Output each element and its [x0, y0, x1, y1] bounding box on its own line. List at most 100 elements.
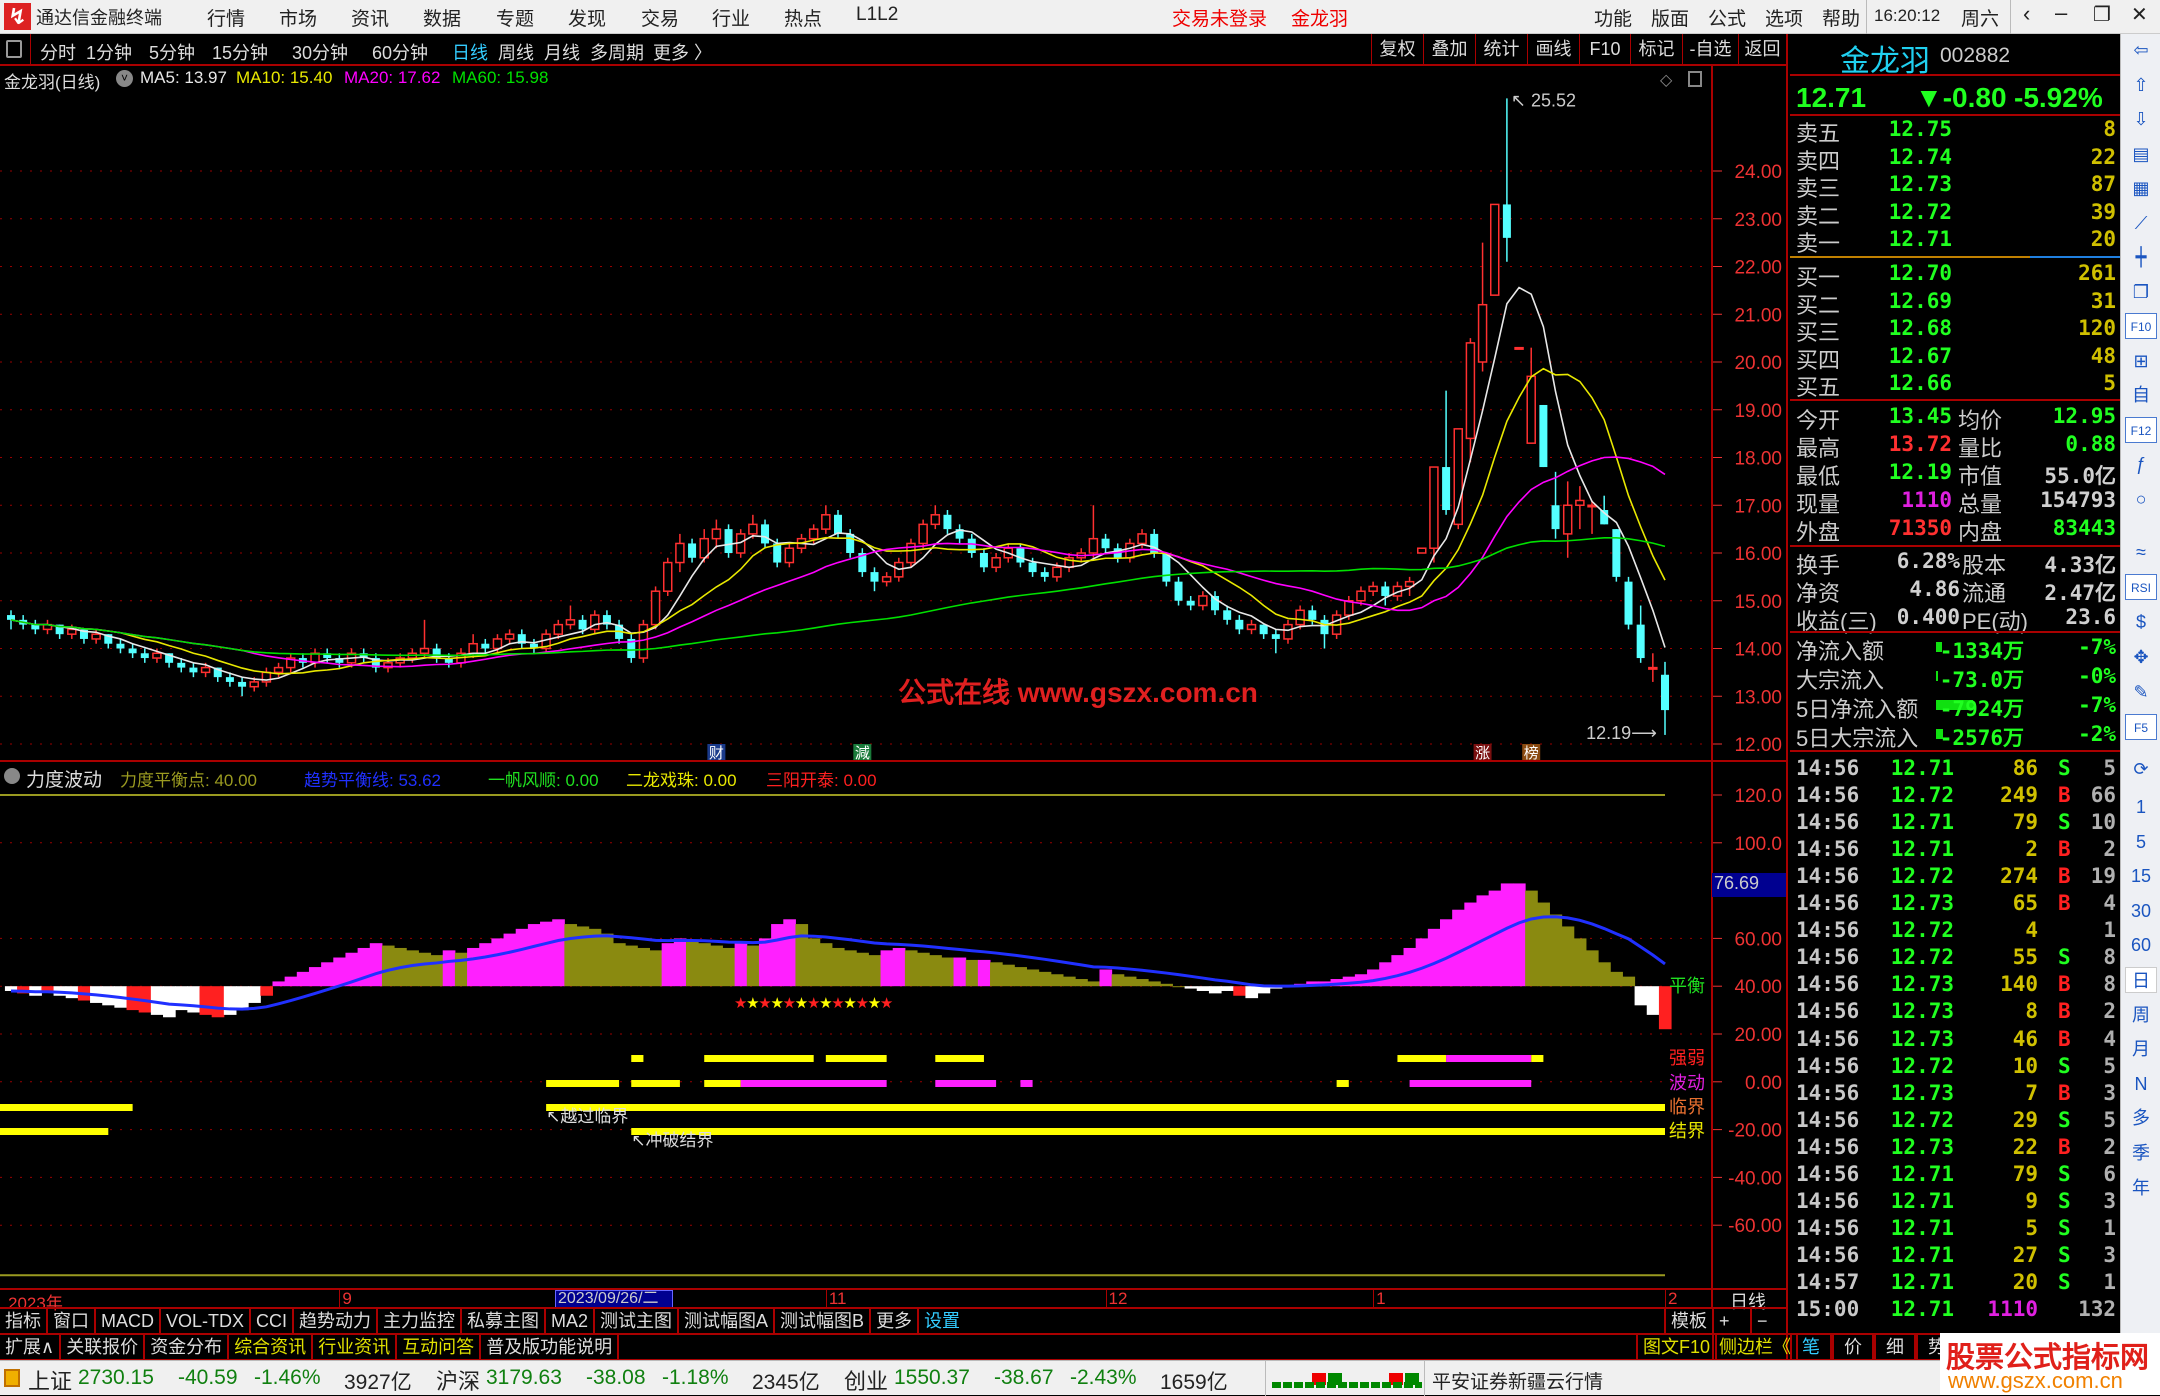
chart-button-6[interactable]: -自选 — [1682, 34, 1738, 64]
chart-button-3[interactable]: 画线 — [1527, 34, 1579, 64]
sidebar-period-1[interactable]: 5 — [2135, 831, 2146, 852]
index-quote[interactable]: 沪深 3179.63 -38.08 -1.18% 2345亿 — [436, 1361, 856, 1396]
pencil-icon[interactable]: ✎ — [2133, 682, 2149, 702]
indicator-tab-1[interactable]: 窗口 — [48, 1308, 96, 1334]
indicator-tab-12[interactable]: 更多 — [871, 1308, 920, 1334]
sidebar-period-9[interactable]: 多 — [2132, 1108, 2150, 1129]
template-button-0[interactable]: 模板 — [1664, 1308, 1712, 1334]
sidebar-period-5[interactable]: 日 — [2125, 967, 2157, 993]
f12-icon[interactable]: F12 — [2125, 416, 2157, 443]
menu-hangye[interactable]: 行业 — [712, 9, 751, 30]
sidebar-period-6[interactable]: 周 — [2132, 1004, 2150, 1025]
period-tab-4[interactable]: 30分钟 — [292, 43, 349, 63]
quote-list-icon[interactable]: ▤ — [2132, 143, 2150, 164]
sidebar-period-11[interactable]: 年 — [2132, 1177, 2150, 1198]
menu-xuanxiang[interactable]: 选项 — [1765, 9, 1804, 30]
period-tab-7[interactable]: 周线 — [498, 43, 534, 63]
menu-shuju[interactable]: 数据 — [423, 9, 462, 30]
period-tab-0[interactable]: 分时 — [40, 43, 76, 63]
indicator-tab-8[interactable]: MA2 — [546, 1308, 596, 1334]
indicator-tab-6[interactable]: 主力监控 — [378, 1308, 463, 1334]
indicator-tab-5[interactable]: 趋势动力 — [294, 1308, 379, 1334]
template-button-1[interactable]: + — [1712, 1308, 1735, 1334]
chart-button-2[interactable]: 统计 — [1475, 34, 1527, 64]
period-tab-2[interactable]: 5分钟 — [149, 43, 196, 63]
panel-toggle-icon[interactable] — [6, 40, 22, 58]
up-arrow-icon[interactable]: ⇧ — [2133, 74, 2149, 95]
event-marker[interactable]: 涨 — [1475, 745, 1490, 762]
back-chevron-icon[interactable]: ‹ — [2023, 1, 2031, 26]
event-marker[interactable]: 财 — [709, 745, 724, 762]
sidebar-period-3[interactable]: 30 — [2130, 900, 2152, 921]
menu-shichang[interactable]: 市场 — [279, 9, 318, 30]
indicator-tab-3[interactable]: VOL-TDX — [161, 1308, 252, 1334]
quote-tab-0[interactable]: 笔 — [1790, 1334, 1832, 1360]
menu-jiaoyi[interactable]: 交易 — [641, 9, 680, 30]
period-tab-5[interactable]: 60分钟 — [372, 43, 429, 63]
sidebar-period-2[interactable]: 15 — [2130, 866, 2152, 887]
menu-zixun[interactable]: 资讯 — [351, 9, 390, 30]
menu-hangqing[interactable]: 行情 — [207, 9, 246, 30]
candle-icon[interactable]: ┿ — [2135, 247, 2147, 267]
market-toggle-icon[interactable] — [4, 1369, 20, 1387]
move-icon[interactable]: ✥ — [2133, 647, 2149, 667]
kline-chart[interactable]: 24.00 23.00 22.00 21.00 20.00 19.00 18.00 17.00… — [0, 66, 1790, 1290]
menu-gongshi[interactable]: 公式 — [1708, 9, 1747, 30]
event-marker[interactable]: 減 — [855, 745, 870, 762]
period-tab-6[interactable]: 日线 — [452, 43, 488, 63]
close-icon[interactable]: ✕ — [2131, 4, 2148, 26]
period-tab-3[interactable]: 15分钟 — [212, 43, 269, 63]
menu-bangzhu[interactable]: 帮助 — [1822, 9, 1861, 30]
favorite-icon[interactable]: 自 — [2132, 385, 2150, 405]
menu-gongneng[interactable]: 功能 — [1594, 9, 1633, 30]
period-tab-9[interactable]: 多周期 — [590, 43, 644, 63]
menu-faxian[interactable]: 发现 — [568, 9, 607, 30]
windows-icon[interactable]: ❐ — [2132, 281, 2150, 302]
money-icon[interactable]: $ — [2135, 612, 2146, 632]
extension-tab-5[interactable]: 互动问答 — [397, 1334, 482, 1360]
chart-button-1[interactable]: 叠加 — [1423, 34, 1475, 64]
diamond-icon[interactable]: ◇ — [1660, 72, 1673, 89]
f10-icon[interactable]: F10 — [2125, 313, 2157, 339]
extension-tab-0[interactable]: 扩展∧ — [0, 1334, 62, 1360]
refresh-icon[interactable]: ⟳ — [2133, 759, 2149, 779]
extension-tab-3[interactable]: 综合资讯 — [229, 1334, 314, 1360]
sidebar-period-0[interactable]: 1 — [2135, 797, 2146, 817]
circle-icon[interactable]: ○ — [2135, 488, 2147, 509]
login-status[interactable]: 交易未登录 — [1172, 9, 1268, 30]
extension-tab-2[interactable]: 资金分布 — [145, 1334, 230, 1360]
indicator-tab-4[interactable]: CCI — [251, 1308, 295, 1334]
menu-banmian[interactable]: 版面 — [1651, 9, 1690, 30]
chevron-down-icon[interactable] — [4, 768, 20, 784]
index-quote[interactable]: 创业 1550.37 -38.67 -2.43% 1659亿 — [844, 1361, 1264, 1396]
formula-icon[interactable]: ƒ — [2135, 454, 2146, 474]
panel-icon[interactable] — [1688, 71, 1702, 87]
indicator-tab-9[interactable]: 测试主图 — [595, 1308, 680, 1334]
grid-icon[interactable]: ▦ — [2132, 178, 2150, 198]
down-arrow-icon[interactable]: ⇩ — [2133, 109, 2149, 129]
chart-button-7[interactable]: 返回 — [1738, 34, 1786, 64]
indicator-tab-11[interactable]: 测试幅图B — [775, 1308, 872, 1334]
indicator-tab-10[interactable]: 测试幅图A — [679, 1308, 776, 1334]
template-button-2[interactable]: − — [1750, 1308, 1773, 1334]
minimize-icon[interactable]: – — [2055, 0, 2068, 25]
chart-button-5[interactable]: 标记 — [1630, 34, 1682, 64]
sidebar-period-7[interactable]: 月 — [2132, 1039, 2150, 1060]
restore-icon[interactable]: ❐ — [2093, 4, 2111, 26]
indicator-name[interactable]: 力度波动 — [26, 770, 103, 791]
menu-zhuanti[interactable]: 专题 — [496, 9, 535, 30]
extension-tab-6[interactable]: 普及版功能说明 — [481, 1334, 620, 1360]
sidebar-period-4[interactable]: 60 — [2130, 935, 2152, 956]
period-tab-1[interactable]: 1分钟 — [86, 43, 133, 63]
chart-button-4[interactable]: F10 — [1579, 34, 1630, 64]
indicator-tab-13[interactable]: 设置 — [924, 1311, 961, 1331]
period-tab-10[interactable]: 更多 〉 — [653, 43, 713, 63]
indicator-tab-0[interactable]: 指标 — [0, 1308, 48, 1334]
menu-l1l2[interactable]: L1L2 — [856, 4, 899, 25]
chart-button-0[interactable]: 复权 — [1371, 34, 1423, 64]
sidebar-toggle[interactable]: 侧边栏《 — [1712, 1334, 1798, 1360]
extension-tab-1[interactable]: 关联报价 — [61, 1334, 146, 1360]
menu-redian[interactable]: 热点 — [784, 9, 823, 30]
wave-icon[interactable]: ≈ — [2136, 542, 2146, 562]
period-tab-8[interactable]: 月线 — [544, 43, 580, 63]
